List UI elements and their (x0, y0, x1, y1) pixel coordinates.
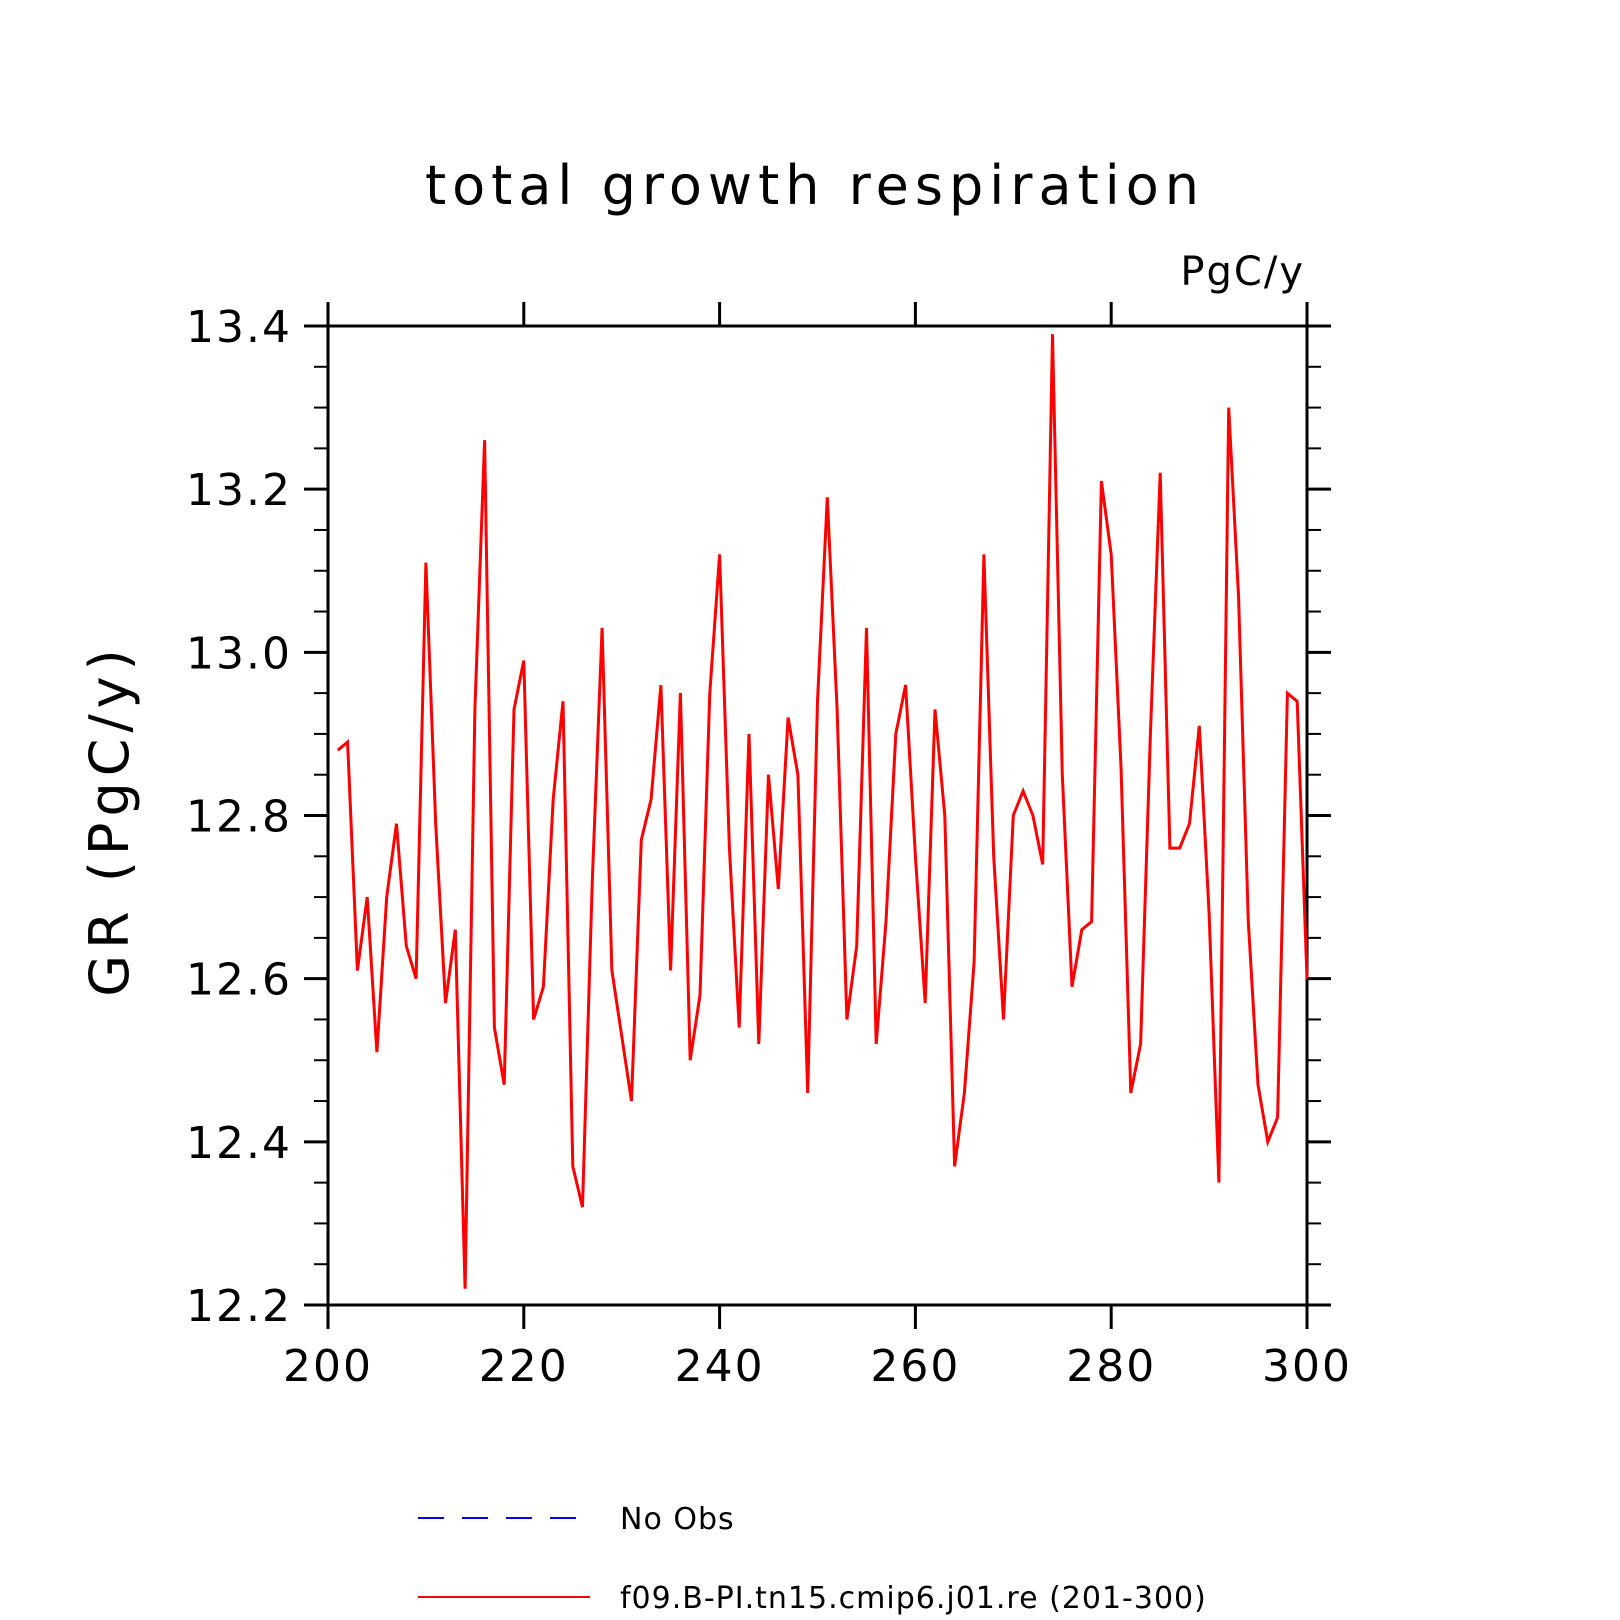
legend-label: No Obs (620, 1502, 735, 1537)
y-tick-label: 12.8 (186, 792, 292, 843)
legend: No Obs f09.B-PI.tn15.cmip6.j01.re (201-30… (418, 1502, 1207, 1616)
x-tick-label: 260 (870, 1341, 960, 1392)
y-tick-label: 13.4 (186, 302, 292, 353)
series-layer (336, 334, 1309, 1289)
y-tick-label: 12.6 (186, 955, 292, 1006)
y-tick-label: 13.2 (186, 465, 292, 516)
x-tick-label: 300 (1262, 1341, 1352, 1392)
x-tick-label: 200 (283, 1341, 373, 1392)
y-tick-label: 13.0 (186, 628, 292, 679)
x-tick-label: 240 (675, 1341, 765, 1392)
axes: 200 220 240 260 280 300 12.2 12.4 12.6 12.8 13.0 13… (186, 302, 1352, 1392)
y-tick-label: 12.2 (186, 1281, 292, 1332)
units-label: PgC/y (1180, 249, 1305, 295)
legend-label: f09.B-PI.tn15.cmip6.j01.re (201-300) (620, 1581, 1207, 1616)
chart-title: total growth respiration (425, 154, 1205, 217)
x-tick-label: 220 (479, 1341, 569, 1392)
y-axis-label: GR (PgC/y) (78, 643, 141, 996)
y-tick-label: 12.4 (186, 1118, 292, 1169)
x-tick-label: 280 (1066, 1341, 1156, 1392)
series-line (336, 334, 1309, 1289)
